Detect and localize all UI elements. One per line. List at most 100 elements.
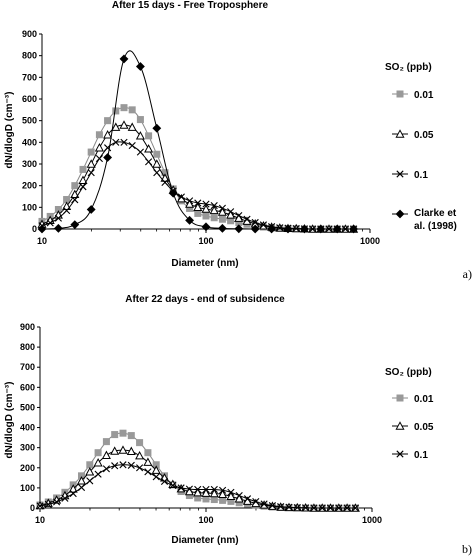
chart-a-data-point	[202, 212, 210, 220]
chart-b-data-point	[119, 461, 127, 469]
chart-a-data-point	[316, 224, 326, 234]
chart-b-data-point	[160, 477, 169, 486]
chart-a-data-point	[86, 205, 96, 214]
chart-a-data-point	[168, 188, 178, 198]
chart-a-data-point	[227, 208, 235, 216]
chart-a-data-point	[153, 150, 161, 158]
chart-a-data-point	[194, 199, 202, 207]
chart-a-data-point	[127, 122, 137, 131]
chart-a-data-point	[120, 104, 128, 112]
chart-b-data-point	[226, 491, 236, 501]
chart-b-data-point	[136, 464, 144, 472]
chart-a-data-point	[276, 224, 284, 232]
chart-b-y-tick-label: 700	[20, 362, 35, 372]
chart-b-legend-label: 0.1	[414, 450, 428, 461]
chart-a-data-point	[53, 223, 63, 233]
chart-a-data-point	[63, 206, 71, 215]
chart-a-series-2	[38, 138, 358, 233]
chart-a-data-point	[94, 142, 104, 152]
chart-a-data-point	[144, 144, 154, 153]
chart-b-data-point	[136, 439, 144, 447]
chart-a-data-point	[251, 218, 259, 227]
chart-b-series-2	[36, 461, 359, 512]
chart-a-data-point	[79, 183, 87, 191]
chart-a-x-tick-label: 100	[198, 236, 213, 246]
chart-a-data-point	[103, 129, 113, 139]
chart-b-data-point	[285, 503, 293, 511]
chart-b-x-tick-label: 1000	[362, 515, 382, 525]
chart-a-data-point	[46, 219, 54, 227]
chart-b-series-line	[39, 464, 356, 509]
chart-b-x-tick-label: 10	[35, 515, 45, 525]
chart-a-data-point	[111, 122, 121, 131]
chart-a-legend-title: SO₂ (ppb)	[385, 62, 432, 73]
chart-b-plot-area: 0 100 200 300 400 500 600 700 800 900 10 100 1000	[20, 322, 382, 525]
chart-a-data-point	[235, 211, 243, 220]
chart-b-data-point	[235, 491, 243, 500]
chart-a-data-point	[332, 224, 342, 234]
chart-a-legend-marker	[396, 90, 404, 98]
chart-b-data-point	[243, 495, 252, 503]
chart-a-x-tick-label: 10	[37, 236, 47, 246]
chart-a-y-tick-label: 200	[22, 181, 37, 191]
chart-a-data-point	[128, 106, 136, 114]
chart-b-data-point	[76, 476, 87, 485]
chart-b-y-tick-label: 300	[20, 443, 35, 453]
chart-b-legend-title: SO₂ (ppb)	[385, 367, 432, 378]
chart-a-data-point	[136, 148, 144, 156]
chart-b-data-point	[218, 489, 228, 499]
chart-a-data-point	[177, 193, 185, 201]
chart-b-data-point	[127, 461, 135, 469]
chart-b-data-point	[343, 504, 351, 512]
chart-b-y-tick-label: 100	[20, 483, 35, 493]
chart-a-y-tick-label: 700	[22, 72, 37, 82]
chart-b-y-tick-label: 600	[20, 382, 35, 392]
chart-a-data-point	[79, 165, 87, 173]
chart-b-y-tick-label: 500	[20, 402, 35, 412]
chart-a-data-point	[185, 199, 195, 208]
chart-a-data-point	[283, 224, 293, 234]
chart-a-data-point	[37, 224, 47, 234]
chart-b-data-point	[118, 445, 128, 454]
chart-a-data-point	[135, 131, 145, 140]
chart-b-data-point	[144, 449, 152, 457]
chart-b-data-point	[53, 498, 61, 506]
chart-b-legend-item: 0.1	[392, 450, 428, 461]
chart-b-data-point	[61, 494, 69, 502]
chart-b-data-point	[85, 467, 95, 476]
chart-b-data-point	[169, 481, 177, 490]
chart-b-data-point	[68, 484, 78, 493]
chart-a-data-point	[119, 120, 129, 129]
chart-a-data-point	[70, 189, 80, 199]
chart-a-data-point	[87, 148, 95, 156]
chart-b-y-tick-label: 800	[20, 342, 35, 352]
chart-a-legend-item: 0.01	[392, 90, 434, 101]
chart-b-data-point	[151, 465, 161, 474]
chart-b-data-point	[36, 502, 44, 510]
chart-a-y-tick-label: 800	[22, 51, 37, 61]
chart-a-data-point	[95, 131, 103, 139]
chart-a-legend-marker	[396, 170, 404, 178]
chart-a-data-point	[193, 202, 203, 212]
chart-b-data-point	[227, 488, 235, 496]
chart-a-data-point	[226, 210, 236, 219]
chart-a-y-tick-label: 600	[22, 94, 37, 104]
chart-b-data-point	[260, 500, 268, 508]
chart-b-legend-label: 0.05	[414, 422, 434, 433]
chart-a-y-tick-label: 500	[22, 116, 37, 126]
chart-a-data-point	[145, 132, 153, 140]
chart-b-data-point	[77, 483, 86, 492]
chart-a-data-point	[70, 220, 80, 230]
chart-b-data-point	[194, 485, 202, 494]
chart-a-plot-area: 0 100 200 300 400 500 600 700 800 900 10 100 1000	[22, 29, 380, 246]
chart-a-data-point	[217, 207, 227, 216]
chart-a-data-point	[112, 107, 120, 115]
chart-b-legend: 0.01 0.05 0.1	[392, 394, 434, 461]
chart-a-data-point	[152, 159, 162, 168]
chart-b-data-point	[210, 485, 218, 494]
chart-b-data-point	[202, 485, 210, 494]
chart-b-data-point	[93, 457, 103, 467]
chart-a-data-point	[71, 182, 79, 190]
chart-a-ylabel: dN/dlogD (cm⁻³)	[4, 92, 15, 169]
chart-a-data-point	[194, 209, 202, 217]
